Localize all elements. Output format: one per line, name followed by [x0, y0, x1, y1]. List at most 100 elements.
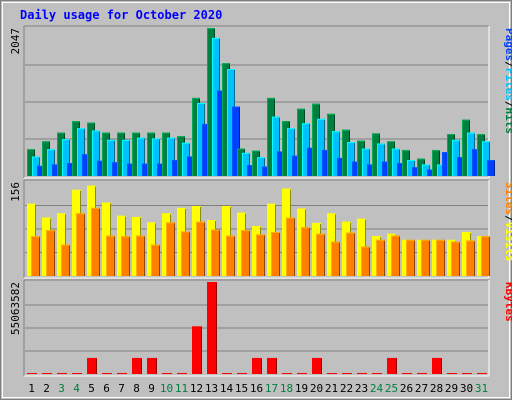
bar-fill: [91, 207, 100, 276]
bar-sites-day-18: [286, 217, 295, 276]
chart-title: Daily usage for October 2020: [20, 8, 222, 22]
bar-fill: [136, 235, 145, 276]
bar-fill: [82, 154, 90, 176]
bar-fill: [477, 134, 485, 176]
bar-fill: [252, 150, 260, 176]
bar-fill: [132, 357, 142, 374]
bar-fill: [327, 113, 335, 176]
bar-kbytes-day-25: [387, 357, 397, 374]
bar-fill: [267, 357, 277, 374]
bar-fill: [316, 233, 325, 276]
bar-fill: [427, 169, 435, 176]
bar-fill: [32, 156, 40, 176]
bar-fill: [72, 121, 80, 176]
bar-fill: [457, 157, 465, 176]
bar-fill: [87, 122, 95, 176]
bar-fill: [417, 373, 427, 374]
legend-entry: Hits: [503, 108, 512, 135]
x-tick-label-day-1: 1: [28, 382, 35, 395]
bar-fill: [76, 213, 85, 276]
bar-fill: [57, 132, 65, 176]
bar-fill: [47, 149, 55, 176]
bar-sites-day-11: [181, 231, 190, 276]
bar-kbytes-day-18: [282, 373, 292, 374]
bar-fill: [342, 129, 350, 176]
x-tick-label-day-10: 10: [160, 382, 173, 395]
bar-fill: [166, 222, 175, 276]
bar-fill: [97, 160, 105, 176]
bar-fill: [147, 132, 155, 176]
bar-fill: [167, 137, 175, 176]
bar-fill: [337, 157, 345, 176]
bar-fill: [417, 158, 425, 176]
bar-fill: [67, 162, 75, 176]
x-tick-label-day-7: 7: [118, 382, 125, 395]
bar-fill: [392, 148, 400, 176]
x-tick-label-day-14: 14: [220, 382, 234, 395]
legend-entry: /: [503, 61, 512, 68]
bar-fill: [357, 373, 367, 374]
bar-fill: [327, 373, 337, 374]
bar-fill: [436, 239, 445, 276]
x-tick-label-day-24: 24: [370, 382, 384, 395]
bar-fill: [211, 229, 220, 276]
bar-sites-day-19: [301, 227, 310, 276]
bar-fill: [151, 244, 160, 276]
bar-kbytes-day-11: [177, 373, 187, 374]
bar-sites-day-8: [136, 235, 145, 276]
x-tick-label-day-23: 23: [355, 382, 368, 395]
bar-sites-day-30: [466, 240, 475, 276]
bar-fill: [256, 234, 265, 276]
bar-fill: [452, 139, 460, 176]
bar-fill: [302, 123, 310, 176]
bar-fill: [447, 373, 457, 374]
bar-fill: [57, 213, 66, 276]
bar-sites-day-4: [76, 213, 85, 276]
bar-fill: [482, 141, 490, 176]
bar-fill: [332, 131, 340, 176]
bar-fill: [451, 241, 460, 276]
bar-fill: [467, 132, 475, 176]
bar-fill: [397, 162, 405, 176]
bar-fill: [196, 221, 205, 276]
bar-sites-day-6: [106, 235, 115, 276]
bar-fill: [312, 357, 322, 374]
bar-fill: [77, 128, 85, 176]
bar-fill: [162, 132, 170, 176]
bar-fill: [297, 108, 305, 176]
bar-fill: [157, 163, 165, 176]
bar-fill: [462, 119, 470, 176]
bar-fill: [442, 152, 450, 176]
bar-fill: [61, 244, 70, 276]
bar-fill: [137, 137, 145, 176]
panel-kbytes: 55063582 KBytes: [9, 279, 512, 377]
bar-fill: [377, 143, 385, 176]
x-tick-label-day-18: 18: [280, 382, 293, 395]
bar-fill: [147, 357, 157, 374]
x-tick-label-day-19: 19: [295, 382, 308, 395]
bar-fill: [107, 139, 115, 176]
x-tick-label-day-3: 3: [58, 382, 65, 395]
bar-kbytes-day-13: [207, 282, 217, 374]
bar-fill: [117, 373, 127, 374]
bar-fill: [226, 235, 235, 276]
bar-fill: [237, 148, 245, 176]
bar-fill: [222, 63, 230, 176]
bar-fill: [92, 130, 100, 176]
x-tick-label-day-31: 31: [475, 382, 488, 395]
bar-sites-day-5: [91, 207, 100, 276]
panel-legend: KBytes: [503, 282, 512, 322]
bar-fill: [42, 373, 52, 374]
bar-fill: [361, 246, 370, 276]
bar-sites-day-29: [451, 241, 460, 276]
bar-fill: [331, 241, 340, 276]
bar-kbytes-day-30: [462, 373, 472, 374]
bar-sites-day-12: [196, 221, 205, 276]
legend-entry: KBytes: [503, 282, 512, 322]
x-tick-label-day-8: 8: [133, 382, 140, 395]
bar-fill: [227, 68, 235, 176]
x-tick-label-day-17: 17: [265, 382, 278, 395]
chart-panels: 2047Pages/Files/Hits156Sites/Visits55063…: [9, 25, 512, 377]
bar-fill: [122, 139, 130, 176]
